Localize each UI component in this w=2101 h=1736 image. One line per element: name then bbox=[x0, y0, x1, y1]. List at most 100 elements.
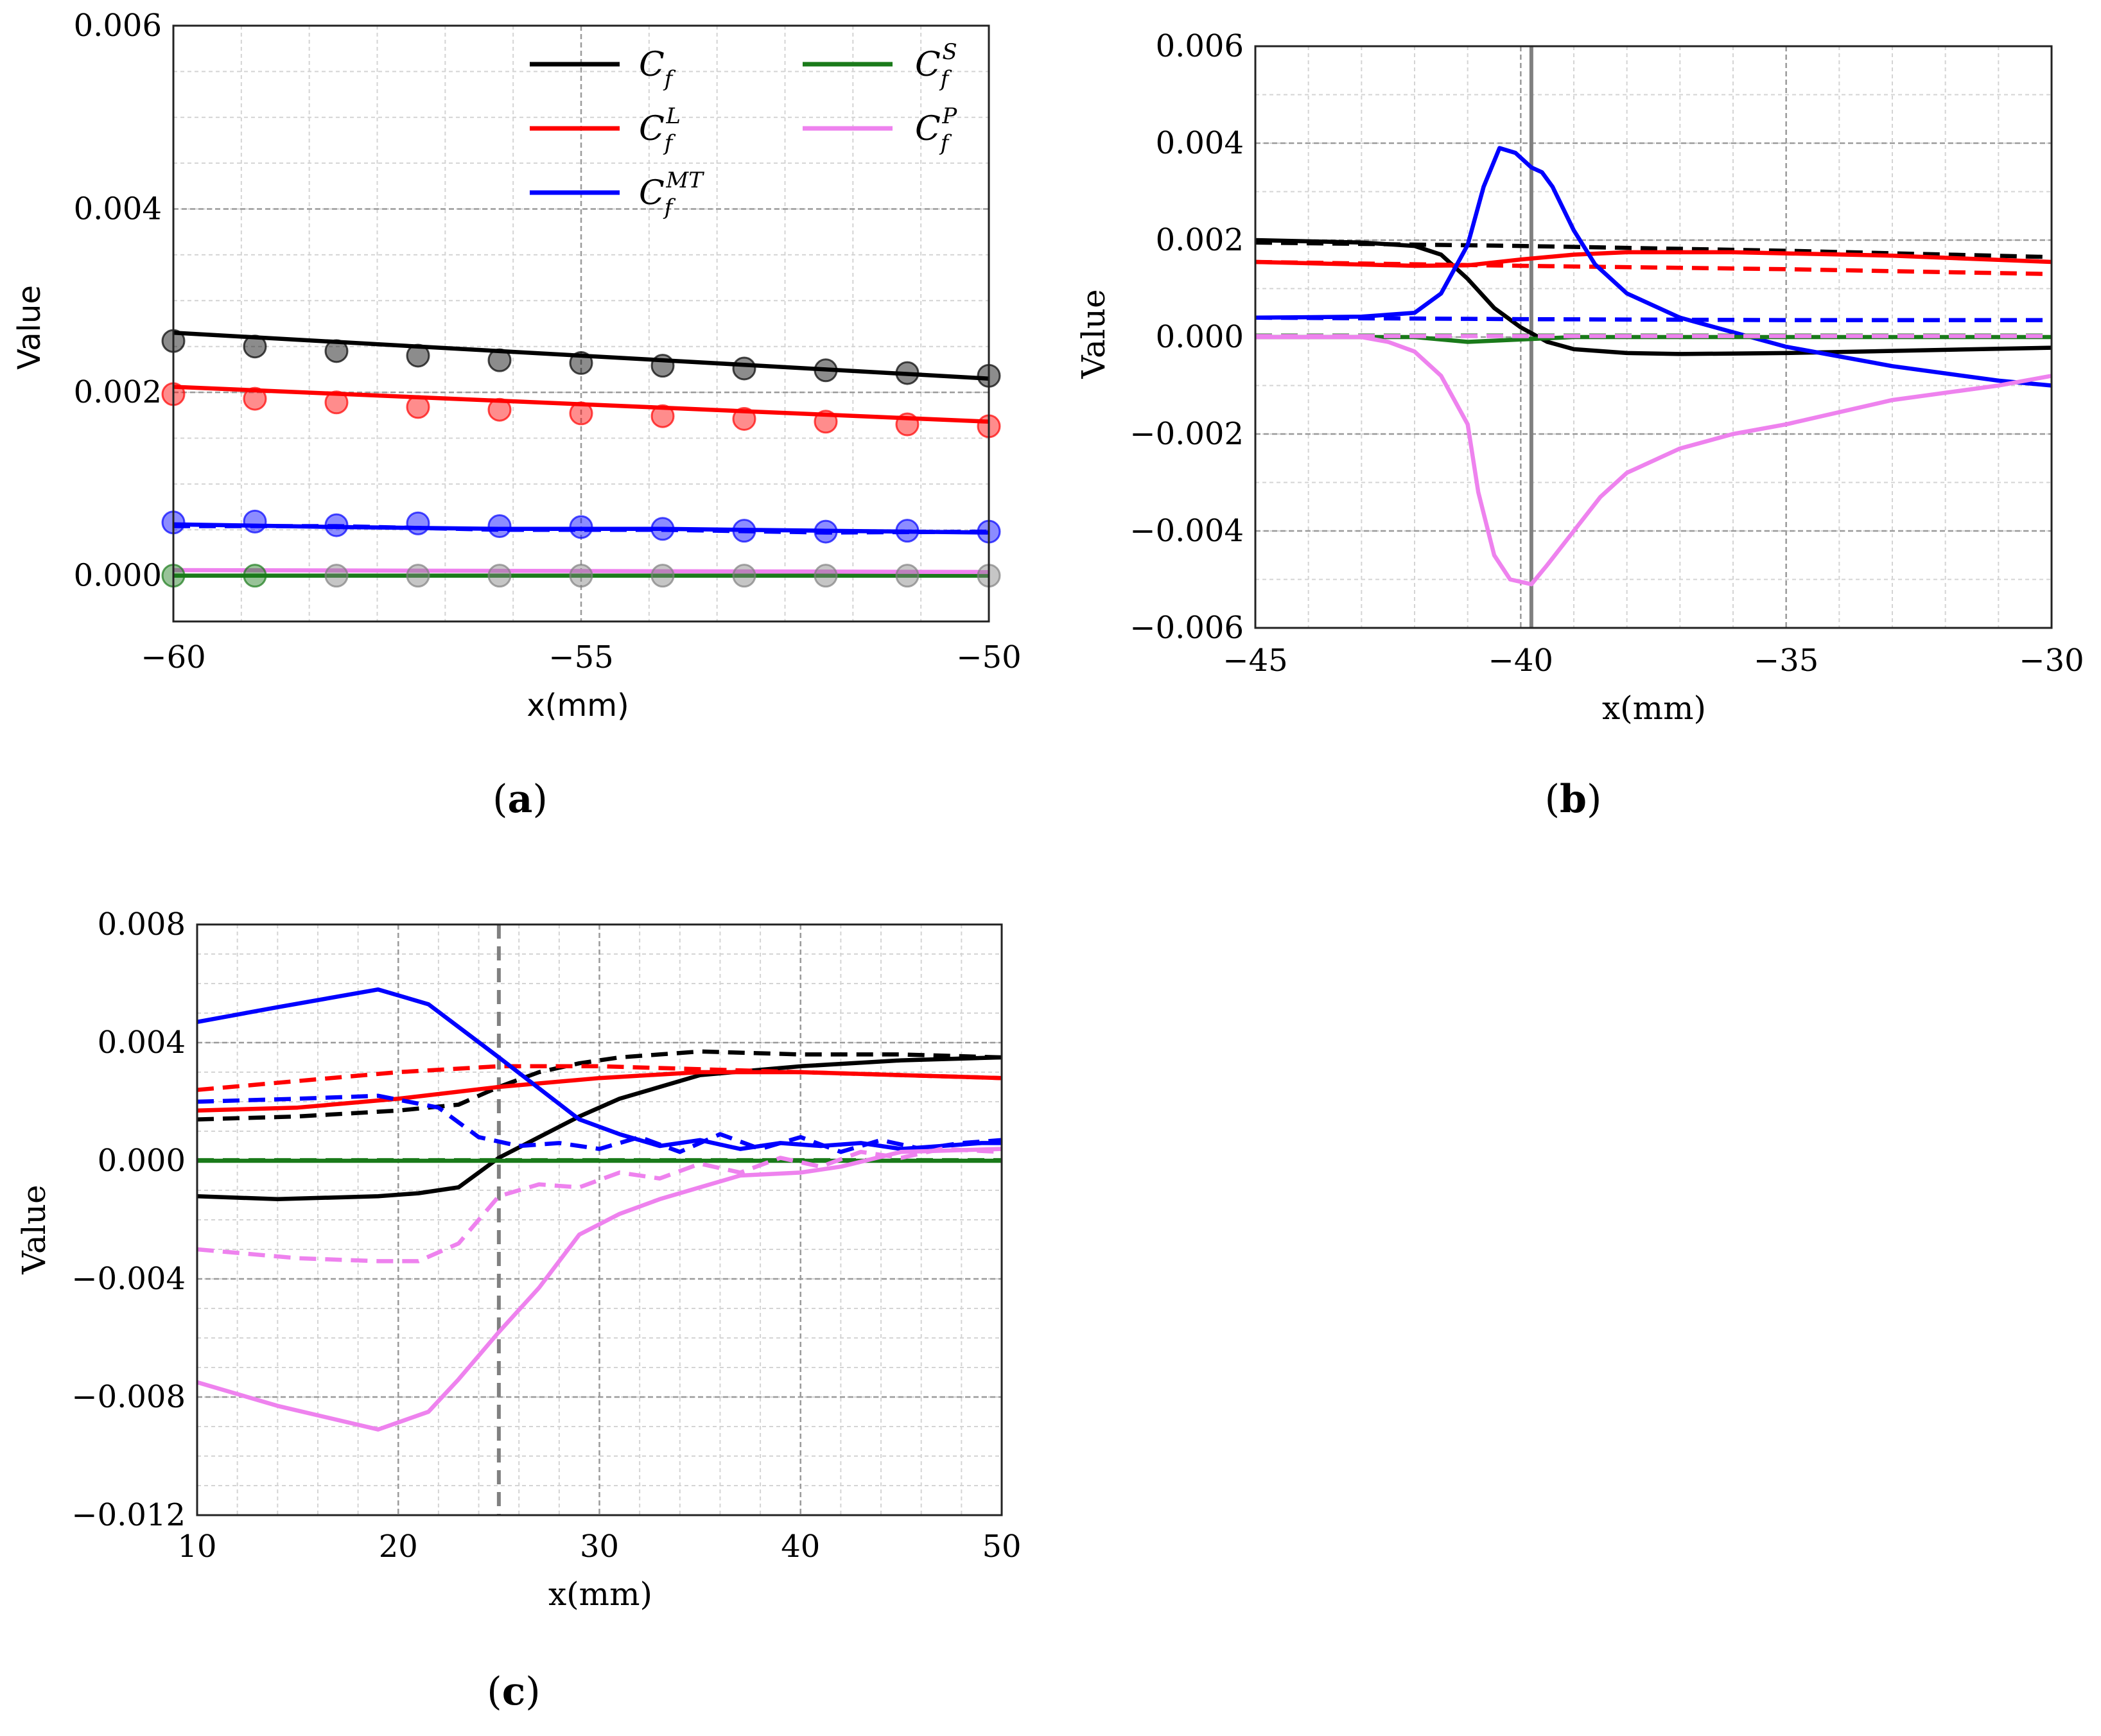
legend-label: Cf bbox=[639, 46, 676, 92]
marker-cfp-ref bbox=[650, 564, 675, 588]
panel-a-frame bbox=[172, 24, 990, 623]
panel-a-markers bbox=[161, 329, 1001, 588]
panel-a: −60 −55 −50 0.000 0.002 0.004 0.006 x(mm) Valu… bbox=[12, 8, 1022, 822]
panel-b-caption: (b) bbox=[1545, 777, 1602, 822]
marker-cfmt-ref bbox=[650, 517, 675, 541]
y-tick-label: 0.002 bbox=[74, 374, 162, 410]
y-tick-label: −0.002 bbox=[1129, 416, 1244, 452]
series-cfmt-dashed bbox=[197, 1093, 1002, 1154]
y-tick-label: −0.004 bbox=[71, 1261, 186, 1297]
y-tick-label: −0.006 bbox=[1129, 610, 1244, 646]
panel-b-frame bbox=[1254, 45, 2053, 629]
x-tick-label: 40 bbox=[781, 1529, 820, 1565]
panel-a-xlabel: x(mm) bbox=[527, 688, 629, 724]
marker-cf-ref bbox=[487, 348, 512, 372]
marker-cfmt-ref bbox=[243, 509, 267, 534]
series-cfl-dashed bbox=[1255, 259, 2052, 277]
marker-cfmt-ref bbox=[732, 519, 756, 543]
panel-c-xlabel: x(mm) bbox=[548, 1575, 652, 1613]
marker-cf-ref bbox=[324, 339, 349, 363]
y-tick-label: −0.012 bbox=[71, 1497, 186, 1533]
series-cf-dashed bbox=[1255, 240, 2052, 259]
x-tick-label: −30 bbox=[2019, 643, 2084, 679]
x-tick-label: −50 bbox=[956, 639, 1021, 675]
marker-cfl-ref bbox=[814, 410, 838, 434]
y-tick-label: 0.002 bbox=[1156, 222, 1244, 258]
x-tick-label: 10 bbox=[177, 1529, 216, 1565]
series-cfmt-dashed bbox=[1255, 315, 2052, 322]
marker-cfp-ref bbox=[406, 564, 430, 588]
marker-cfl-ref bbox=[569, 401, 593, 426]
marker-cfp-ref bbox=[569, 564, 593, 588]
marker-cfmt-ref bbox=[895, 519, 920, 543]
marker-cf-ref bbox=[895, 361, 920, 385]
series-cfp bbox=[1255, 334, 2052, 587]
panel-b-series bbox=[1255, 46, 2052, 628]
marker-cf-ref bbox=[650, 354, 675, 378]
marker-cfmt-ref bbox=[324, 513, 349, 537]
y-tick-label: 0.006 bbox=[1156, 28, 1244, 64]
y-tick-label: −0.008 bbox=[71, 1379, 186, 1415]
marker-cfp-ref bbox=[487, 564, 512, 588]
y-tick-label: 0.000 bbox=[74, 558, 162, 594]
panel-c-caption: (c) bbox=[487, 1669, 540, 1714]
panel-a-ylabel: Value bbox=[12, 285, 48, 370]
panel-b-ylabel: Value bbox=[1075, 289, 1112, 379]
marker-cfl-ref bbox=[650, 404, 675, 428]
series-cfl bbox=[173, 385, 989, 424]
panel-a-ticks: −60 −55 −50 0.000 0.002 0.004 0.006 bbox=[74, 8, 1022, 675]
series-cfp-dashed bbox=[197, 1147, 1002, 1263]
y-tick-label: −0.004 bbox=[1129, 513, 1244, 549]
marker-cfmt-ref bbox=[487, 514, 512, 539]
panel-a-caption: (a) bbox=[493, 777, 548, 822]
x-tick-label: −40 bbox=[1488, 643, 1553, 679]
panel-c: 10 20 30 40 50 −0.012 −0.008 −0.004 0.000 0.004 0.… bbox=[15, 907, 1022, 1714]
marker-cf-ref bbox=[406, 343, 430, 368]
panel-c-caption-letter: c bbox=[502, 1669, 526, 1714]
y-tick-label: 0.000 bbox=[1156, 319, 1244, 355]
series-cfmt bbox=[1255, 146, 2052, 388]
x-tick-label: −35 bbox=[1754, 643, 1818, 679]
marker-cfl-ref bbox=[487, 397, 512, 422]
x-tick-label: 50 bbox=[982, 1529, 1021, 1565]
y-tick-label: 0.004 bbox=[74, 191, 162, 227]
y-tick-label: 0.006 bbox=[74, 8, 162, 44]
x-tick-label: 30 bbox=[580, 1529, 619, 1565]
series-cfp bbox=[173, 568, 989, 575]
marker-cfp-ref bbox=[895, 564, 920, 588]
panel-a-caption-letter: a bbox=[508, 777, 533, 822]
panel-b-caption-letter: b bbox=[1560, 777, 1587, 822]
marker-cf-ref bbox=[243, 334, 267, 359]
panel-b: −45 −40 −35 −30 −0.006 −0.004 −0.002 0.000 0.002… bbox=[1075, 28, 2084, 822]
series-cf bbox=[197, 1055, 1002, 1202]
marker-cfl-ref bbox=[895, 412, 920, 437]
panel-c-ylabel: Value bbox=[15, 1185, 53, 1274]
marker-cfp-ref bbox=[732, 564, 756, 588]
marker-cfs-ref bbox=[243, 564, 267, 588]
marker-cfp-ref bbox=[814, 564, 838, 588]
series-cfl-dashed bbox=[197, 1064, 1002, 1092]
marker-cfl-ref bbox=[732, 406, 756, 431]
marker-cfp-ref bbox=[324, 564, 349, 588]
panel-c-series bbox=[197, 987, 1002, 1432]
y-tick-label: 0.000 bbox=[98, 1143, 186, 1179]
panel-a-series bbox=[173, 331, 989, 578]
marker-cfmt-ref bbox=[569, 515, 593, 539]
panel-b-xlabel: x(mm) bbox=[1602, 690, 1706, 727]
x-tick-label: 20 bbox=[379, 1529, 418, 1565]
marker-cfmt-ref bbox=[814, 519, 838, 544]
y-tick-label: 0.008 bbox=[98, 907, 186, 942]
panel-c-ticks: 10 20 30 40 50 −0.012 −0.008 −0.004 0.000 0.004 0.… bbox=[71, 907, 1021, 1565]
panel-c-frame bbox=[196, 923, 1003, 1516]
x-tick-label: −60 bbox=[141, 639, 205, 675]
series-cfp bbox=[197, 1147, 1002, 1432]
y-tick-label: 0.004 bbox=[98, 1025, 186, 1061]
marker-cf-ref bbox=[732, 356, 756, 381]
y-tick-label: 0.004 bbox=[1156, 125, 1244, 161]
marker-cfmt-ref bbox=[406, 511, 430, 535]
marker-cfl-ref bbox=[406, 395, 430, 419]
marker-cf-ref bbox=[569, 351, 593, 375]
series-cfmt-dashed bbox=[173, 524, 989, 535]
panel-b-ticks: −45 −40 −35 −30 −0.006 −0.004 −0.002 0.000 0.002… bbox=[1129, 28, 2084, 679]
series-cf-dashed bbox=[197, 1049, 1002, 1122]
